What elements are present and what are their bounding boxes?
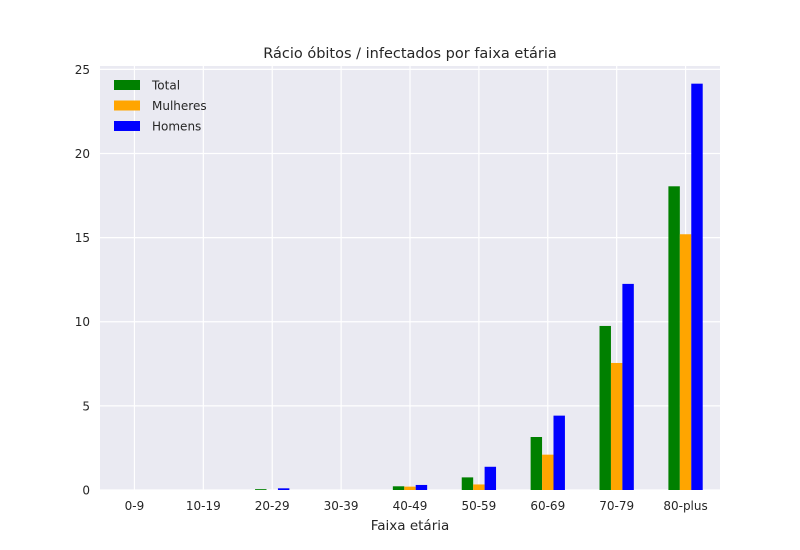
x-tick-label: 30-39 xyxy=(324,499,359,513)
y-tick-label: 20 xyxy=(75,147,90,161)
bar-total xyxy=(392,486,405,490)
y-tick-label: 25 xyxy=(75,63,90,77)
legend-swatch xyxy=(114,121,140,131)
bar-total xyxy=(668,186,680,491)
legend-label: Mulheres xyxy=(152,99,207,113)
bar-mulheres xyxy=(610,362,623,490)
bar-homens xyxy=(415,484,428,490)
bar-homens xyxy=(277,488,290,490)
bar-mulheres xyxy=(404,486,416,490)
x-tick-label: 0-9 xyxy=(125,499,145,513)
bar-homens xyxy=(622,283,634,490)
x-tick-label: 40-49 xyxy=(393,499,428,513)
legend-swatch xyxy=(114,80,140,90)
bar-total xyxy=(461,477,474,490)
legend-label: Homens xyxy=(152,120,201,134)
y-tick-label: 15 xyxy=(75,231,90,245)
bars xyxy=(255,83,703,491)
bar-homens xyxy=(484,466,497,490)
x-tick-label: 70-79 xyxy=(599,499,634,513)
x-axis-label: Faixa etária xyxy=(371,518,450,534)
y-tick-label: 5 xyxy=(82,399,90,413)
bar-homens xyxy=(553,415,565,490)
x-tick-label: 60-69 xyxy=(530,499,565,513)
legend-swatch xyxy=(114,100,140,111)
x-tick-label: 80-plus xyxy=(663,499,707,513)
legend-label: Total xyxy=(151,79,180,93)
x-axis: 0-9 10-19 20-29 30-39 40-49 50-59 60-69 70-79 80… xyxy=(125,499,708,513)
bar-mulheres xyxy=(542,454,554,490)
legend: Total Mulheres Homens xyxy=(114,79,207,134)
bar-mulheres xyxy=(679,234,692,490)
bar-mulheres xyxy=(473,484,485,490)
x-tick-label: 20-29 xyxy=(255,499,290,513)
y-tick-label: 10 xyxy=(75,315,90,329)
bar-total xyxy=(530,437,543,490)
y-axis: 0 5 10 15 20 25 xyxy=(75,63,90,498)
y-tick-label: 0 xyxy=(82,484,90,498)
bar-total xyxy=(255,489,267,490)
x-tick-label: 50-59 xyxy=(461,499,496,513)
x-tick-label: 10-19 xyxy=(186,499,221,513)
bar-homens xyxy=(691,83,703,491)
bar-total xyxy=(599,325,611,490)
chart-title: Rácio óbitos / infectados por faixa etár… xyxy=(263,46,557,62)
